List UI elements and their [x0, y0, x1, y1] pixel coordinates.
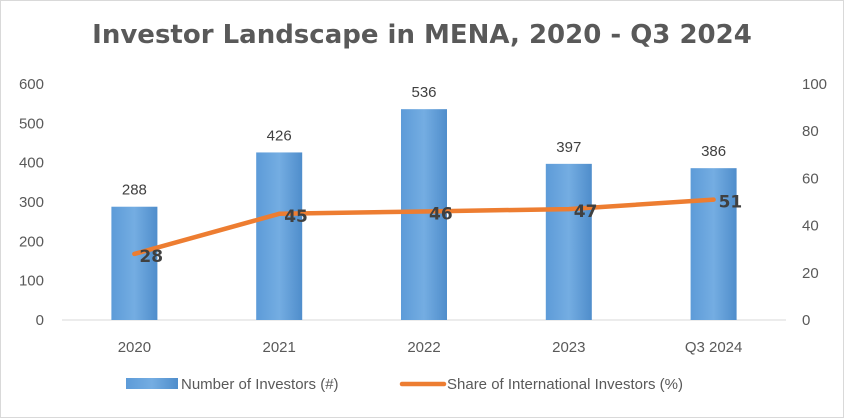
y-right-tick-label: 40: [802, 218, 819, 235]
x-tick-label: 2021: [263, 339, 296, 356]
x-tick-label: 2020: [118, 339, 151, 356]
y-left-tick-label: 200: [19, 233, 44, 250]
y-right-tick-label: 60: [802, 170, 819, 187]
y-left-tick-label: 300: [19, 194, 44, 211]
bar-data-label: 386: [701, 143, 726, 160]
y-left-tick-label: 100: [19, 273, 44, 290]
y-left-tick-label: 500: [19, 115, 44, 132]
bar-number-of-investors: [545, 163, 592, 320]
y-left-tick-label: 0: [36, 312, 44, 329]
bar-number-of-investors: [690, 168, 737, 320]
bar-data-label: 536: [411, 84, 436, 101]
line-data-label: 28: [139, 247, 163, 267]
line-point: [422, 209, 426, 214]
x-tick-label: 2023: [552, 339, 585, 356]
line-point: [566, 207, 571, 212]
y-right-tick-label: 80: [802, 123, 819, 140]
line-data-label: 45: [284, 207, 308, 227]
bar-number-of-investors: [111, 206, 158, 320]
line-data-label: 46: [429, 204, 453, 224]
line-point: [711, 197, 716, 202]
legend-label-bars: Number of Investors (#): [181, 376, 339, 393]
line-point: [277, 211, 282, 216]
x-tick-label: 2022: [407, 339, 440, 356]
bar-number-of-investors: [401, 109, 447, 320]
y-right-tick-label: 100: [802, 76, 827, 93]
bar-data-label: 288: [122, 182, 147, 199]
y-left-tick-label: 400: [19, 155, 44, 172]
bar-data-label: 426: [267, 127, 292, 144]
legend-swatch-bars: [126, 378, 178, 389]
x-tick-label: Q3 2024: [685, 339, 743, 356]
bar-number-of-investors: [256, 152, 303, 320]
legend-label-line: Share of International Investors (%): [447, 376, 683, 393]
y-right-tick-label: 20: [802, 265, 819, 282]
line-point: [132, 251, 137, 256]
line-data-label: 47: [574, 202, 598, 222]
chart-title: Investor Landscape in MENA, 2020 - Q3 20…: [92, 20, 752, 50]
line-data-label: 51: [719, 193, 743, 213]
y-right-tick-label: 0: [802, 312, 810, 329]
y-left-tick-label: 600: [19, 76, 44, 93]
bar-data-label: 397: [556, 139, 581, 156]
